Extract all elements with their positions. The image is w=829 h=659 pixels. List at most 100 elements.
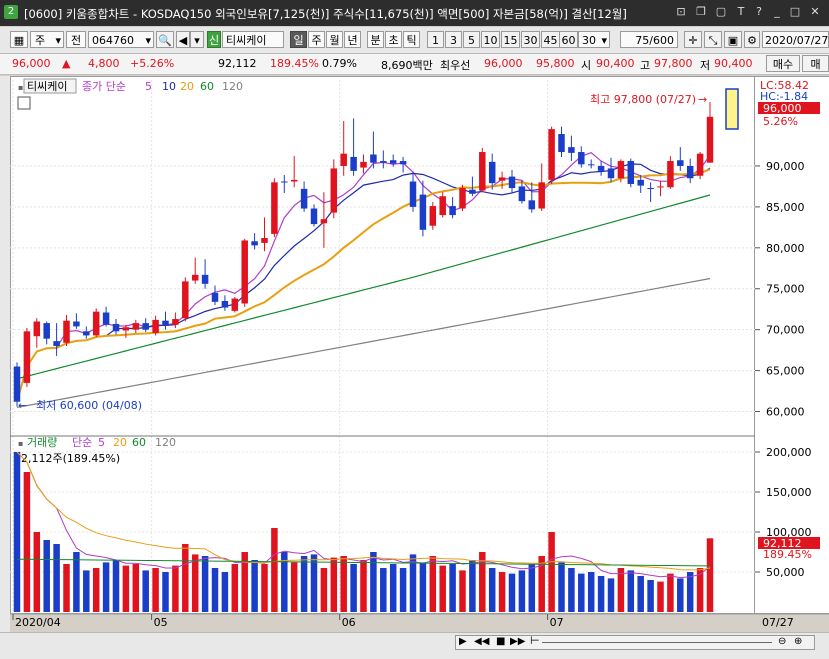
volume-ticks: 200,000 150,000 100,000 50,000 bbox=[755, 446, 812, 579]
gear-icon[interactable]: ⚙ bbox=[744, 31, 760, 48]
up-arrow-icon: ▲ bbox=[62, 57, 71, 70]
horizontal-scroller[interactable]: ▶ ◀◀ ■ ▶▶ ⊢ ⊖ ⊕ bbox=[455, 634, 815, 650]
chevron-down-icon[interactable]: ▾ bbox=[190, 31, 204, 48]
volume-bar bbox=[439, 565, 446, 612]
volume-bar bbox=[508, 573, 516, 612]
candle-body bbox=[568, 147, 575, 153]
minimize-icon[interactable]: ▢ bbox=[715, 5, 727, 18]
volume-bar bbox=[132, 564, 140, 612]
volume-bar bbox=[251, 560, 258, 612]
volume-bar bbox=[429, 556, 437, 612]
volume-bar bbox=[142, 570, 149, 612]
candle-body bbox=[429, 206, 437, 226]
order-button[interactable]: 매 bbox=[802, 55, 829, 72]
volume-ma-20-line bbox=[16, 451, 711, 571]
timeframe-5-button[interactable]: 초 bbox=[385, 31, 402, 48]
volume-bar bbox=[182, 544, 189, 612]
timeframe-3-button[interactable]: 년 bbox=[344, 31, 361, 48]
price-tick-label: 75,000 bbox=[766, 283, 805, 296]
forward-icon[interactable]: ▶▶ bbox=[510, 636, 526, 647]
speaker-icon[interactable]: ◀ bbox=[176, 31, 190, 48]
pin-icon[interactable]: T bbox=[737, 5, 745, 18]
open-price: 90,400 bbox=[596, 57, 635, 70]
volume-bar bbox=[488, 568, 496, 612]
period-type-value: 주 bbox=[35, 34, 46, 47]
maximize-window-button[interactable]: □ bbox=[789, 5, 801, 18]
close-window-button[interactable]: ✕ bbox=[810, 5, 820, 18]
candle-body bbox=[63, 320, 70, 343]
candle-body bbox=[201, 274, 209, 284]
minute-60-button[interactable]: 60 bbox=[559, 31, 578, 48]
volume-legend-ma-label: 단순 bbox=[72, 436, 92, 449]
help-icon[interactable]: ? bbox=[756, 5, 762, 18]
scroll-track[interactable] bbox=[542, 642, 772, 643]
candle-body bbox=[340, 153, 347, 166]
volume-bar bbox=[172, 565, 179, 612]
copy-window-icon[interactable]: ❐ bbox=[696, 5, 706, 18]
drawing-tool-icon[interactable]: ⤡ bbox=[704, 31, 722, 48]
ma-20-line bbox=[16, 168, 711, 402]
open-label: 시 bbox=[581, 59, 592, 72]
market-select[interactable]: 전 bbox=[66, 31, 86, 48]
candle-body bbox=[667, 161, 674, 188]
play-icon[interactable]: ▶ bbox=[459, 636, 467, 647]
scroll-marker[interactable] bbox=[725, 88, 739, 130]
minute-45-button[interactable]: 45 bbox=[541, 31, 560, 48]
buy-button[interactable]: 매수 bbox=[766, 55, 800, 72]
count-input[interactable]: 75/600 bbox=[620, 31, 678, 48]
volume-bar bbox=[469, 560, 476, 612]
volume-bar bbox=[647, 580, 654, 612]
link-icon[interactable]: ⊡ bbox=[676, 5, 686, 18]
volume-bar bbox=[43, 540, 50, 612]
zoom-out-icon[interactable]: ⊖ bbox=[778, 636, 787, 647]
legend-ma-5: 5 bbox=[145, 80, 152, 93]
candle-body bbox=[43, 323, 50, 339]
timeframe-1-button[interactable]: 주 bbox=[308, 31, 325, 48]
minute-10-button[interactable]: 10 bbox=[481, 31, 500, 48]
candle-body bbox=[231, 298, 239, 311]
stop-icon[interactable]: ■ bbox=[496, 636, 506, 647]
stock-code-input[interactable]: 064760 ▾ bbox=[88, 31, 154, 48]
volume-bar bbox=[290, 562, 298, 612]
minimize-window-button[interactable]: _ bbox=[774, 5, 780, 18]
volume-bar bbox=[380, 568, 387, 612]
candle-body bbox=[637, 179, 644, 186]
volume-bar bbox=[568, 568, 575, 612]
volume-bar bbox=[449, 564, 456, 612]
slider-handle-icon[interactable]: ⊢ bbox=[530, 634, 540, 647]
period-type-select[interactable]: 주 ▾ bbox=[30, 31, 64, 48]
timeframe-6-button[interactable]: 틱 bbox=[403, 31, 420, 48]
minute-1-button[interactable]: 1 bbox=[427, 31, 444, 48]
stock-name-field: 티씨케이 bbox=[222, 31, 284, 48]
grid-icon[interactable]: ▦ bbox=[10, 31, 28, 48]
volume-legend-ma-60: 60 bbox=[132, 436, 146, 449]
candle-body bbox=[320, 219, 328, 224]
title-bar: 2 [0600] 키움종합차트 - KOSDAQ150 외국인보유[7,125(… bbox=[0, 0, 829, 26]
volume-bar bbox=[518, 570, 526, 612]
legend-ma-label: 종가 단순 bbox=[82, 80, 126, 93]
volume-bar bbox=[360, 560, 367, 612]
minute-30-button[interactable]: 30 bbox=[521, 31, 540, 48]
legend-ma-10: 10 bbox=[162, 80, 176, 93]
x-tick-label: 06 bbox=[342, 616, 356, 629]
timeframe-0-button[interactable]: 일 bbox=[290, 31, 307, 48]
table-icon[interactable] bbox=[17, 96, 31, 110]
save-icon[interactable]: ▣ bbox=[724, 31, 742, 48]
timeframe-2-button[interactable]: 월 bbox=[326, 31, 343, 48]
minute-15-button[interactable]: 15 bbox=[501, 31, 520, 48]
candle-body bbox=[677, 160, 684, 166]
zoom-in-icon[interactable]: ⊕ bbox=[794, 636, 803, 647]
candle-body bbox=[558, 134, 565, 153]
minute-3-button[interactable]: 3 bbox=[445, 31, 462, 48]
minute-select[interactable]: 30 ▾ bbox=[578, 31, 610, 48]
rewind-icon[interactable]: ◀◀ bbox=[474, 636, 490, 647]
legend-bullet-icon: ▪ bbox=[18, 83, 23, 92]
volume-bar bbox=[706, 538, 714, 612]
timeframe-4-button[interactable]: 분 bbox=[367, 31, 384, 48]
crosshair-icon[interactable]: ✛ bbox=[684, 31, 702, 48]
candle-body bbox=[23, 331, 31, 383]
candle-body bbox=[211, 292, 219, 302]
minute-5-button[interactable]: 5 bbox=[463, 31, 480, 48]
search-icon[interactable]: 🔍 bbox=[156, 31, 174, 48]
candle-body bbox=[508, 176, 516, 189]
